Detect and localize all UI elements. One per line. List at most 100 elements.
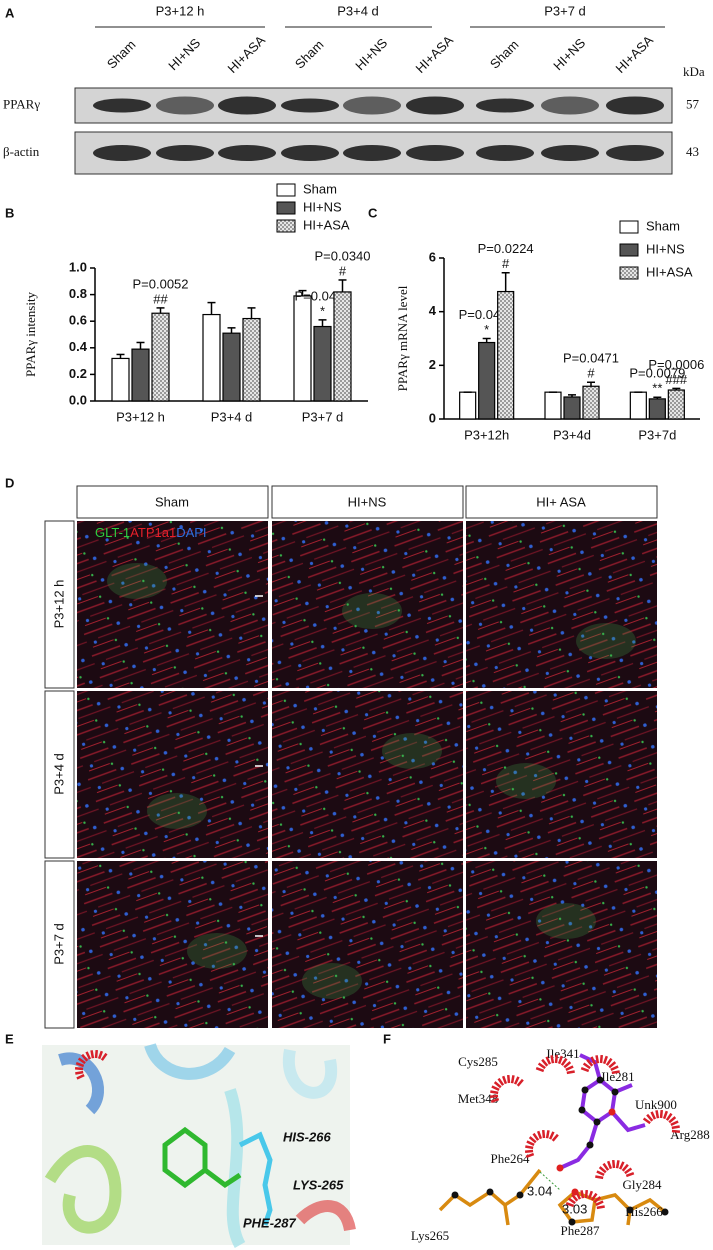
micrograph bbox=[466, 861, 657, 1028]
ribbon bbox=[224, 1088, 246, 1248]
hydrophobic-arc bbox=[611, 1070, 620, 1075]
band bbox=[406, 145, 464, 161]
bar bbox=[629, 391, 647, 420]
significance: * bbox=[320, 303, 325, 318]
lane-label: HI+ASA bbox=[612, 32, 656, 76]
hydrophobic-arc bbox=[528, 1136, 537, 1144]
atom bbox=[556, 1164, 564, 1172]
hydrophobic-arc bbox=[584, 1189, 588, 1199]
band bbox=[281, 145, 339, 161]
hydrophobic-arc bbox=[497, 1077, 505, 1086]
atom bbox=[451, 1191, 459, 1199]
group-label: P3+12 h bbox=[156, 3, 205, 18]
band bbox=[606, 96, 664, 115]
h-bond bbox=[539, 1171, 561, 1191]
hydrophobic-arc bbox=[545, 1130, 550, 1139]
signal-glow bbox=[107, 563, 167, 599]
column-header: HI+ ASA bbox=[536, 494, 586, 509]
lane-label: HI+NS bbox=[165, 35, 203, 73]
hydrophobic-arc bbox=[668, 1116, 677, 1124]
hbond-residue: Lys265 bbox=[411, 1228, 449, 1243]
bar bbox=[333, 291, 352, 402]
hydrophobic-arc bbox=[491, 1085, 500, 1092]
bar bbox=[667, 389, 685, 420]
x-tick-label: P3+4 d bbox=[211, 409, 253, 424]
hydrophobic-arc bbox=[507, 1074, 511, 1084]
y-tick-label: 0 bbox=[429, 410, 436, 425]
legend-key bbox=[619, 220, 639, 234]
kda-label: 43 bbox=[686, 144, 699, 159]
stain-name: ATP1a1 bbox=[130, 525, 176, 540]
band bbox=[93, 98, 151, 113]
hydrophobic-arc bbox=[525, 1152, 535, 1159]
significance: ### bbox=[665, 372, 687, 387]
residue-label: Met348 bbox=[458, 1091, 498, 1106]
bar bbox=[222, 332, 241, 402]
x-tick-label: P3+12 h bbox=[116, 409, 165, 424]
band bbox=[541, 96, 599, 115]
residue-label: LYS-265 bbox=[293, 1177, 344, 1192]
hydrophobic-arc bbox=[557, 1055, 564, 1065]
hydrophobic-arc bbox=[532, 1132, 540, 1141]
kda-label: 57 bbox=[686, 96, 700, 111]
micrograph bbox=[272, 691, 463, 858]
hydrophobic-arc bbox=[525, 1145, 534, 1150]
residue-label: Ile281 bbox=[601, 1069, 634, 1084]
hydrophobic-arc bbox=[537, 1062, 546, 1070]
hbond-distance: 3.03 bbox=[562, 1201, 587, 1216]
hydrophobic-arc bbox=[510, 1075, 515, 1084]
panel-letter: A bbox=[5, 5, 15, 20]
bar bbox=[497, 290, 515, 420]
hydrophobic-arc bbox=[598, 1166, 607, 1174]
side-chain bbox=[238, 1131, 273, 1226]
lane-label: HI+ASA bbox=[224, 32, 268, 76]
hydrophobic-arc bbox=[646, 1113, 654, 1122]
hydrophobic-arc bbox=[501, 1075, 508, 1085]
p-value: P=0.0052 bbox=[132, 276, 188, 291]
atom bbox=[596, 1076, 604, 1084]
hydrophobic-arc bbox=[650, 1111, 657, 1120]
signal-glow bbox=[147, 793, 207, 829]
band bbox=[541, 145, 599, 161]
hydrophobic-arc bbox=[490, 1097, 500, 1104]
hydrophobic-arc bbox=[602, 1055, 609, 1065]
hydrophobic-arc bbox=[548, 1131, 555, 1140]
hydrophobic-arc bbox=[567, 1197, 576, 1205]
x-tick-label: P3+12h bbox=[464, 427, 509, 442]
atom bbox=[581, 1086, 589, 1094]
atom bbox=[608, 1108, 616, 1116]
stain-name: GLT-1 bbox=[95, 525, 130, 540]
legend-key bbox=[276, 219, 296, 233]
hydrophobic-arc bbox=[563, 1061, 572, 1069]
hydrophobic-arc bbox=[642, 1117, 651, 1125]
significance: ** bbox=[652, 381, 662, 396]
legend-key bbox=[276, 201, 296, 215]
hydrophobic-arc bbox=[560, 1057, 568, 1066]
hydrophobic-arc bbox=[75, 1061, 85, 1068]
hydrophobic-arc bbox=[550, 1055, 555, 1064]
signal-glow bbox=[536, 903, 596, 939]
atom bbox=[486, 1188, 494, 1196]
bar bbox=[478, 341, 496, 420]
significance: * bbox=[484, 322, 489, 337]
band bbox=[406, 96, 464, 115]
bar bbox=[648, 398, 666, 420]
atom bbox=[593, 1118, 601, 1126]
hydrophobic-arc bbox=[545, 1056, 552, 1065]
hydrophobic-arc bbox=[524, 1149, 534, 1153]
bar bbox=[544, 391, 562, 420]
y-tick-label: 6 bbox=[429, 249, 436, 264]
significance: # bbox=[339, 263, 347, 278]
hydrophobic-arc bbox=[575, 1191, 582, 1200]
panel-letter: C bbox=[368, 205, 378, 220]
hydrophobic-arc bbox=[74, 1067, 84, 1071]
column-header-box bbox=[76, 485, 269, 519]
hydrophobic-arc bbox=[100, 1052, 108, 1061]
hydrophobic-arc bbox=[516, 1078, 524, 1087]
micrograph bbox=[272, 521, 463, 688]
atom bbox=[568, 1218, 576, 1226]
y-tick-label: 4 bbox=[429, 303, 437, 318]
hydrophobic-arc bbox=[85, 1051, 92, 1060]
hydrophobic-arc bbox=[489, 1094, 499, 1098]
micrograph bbox=[77, 521, 268, 688]
